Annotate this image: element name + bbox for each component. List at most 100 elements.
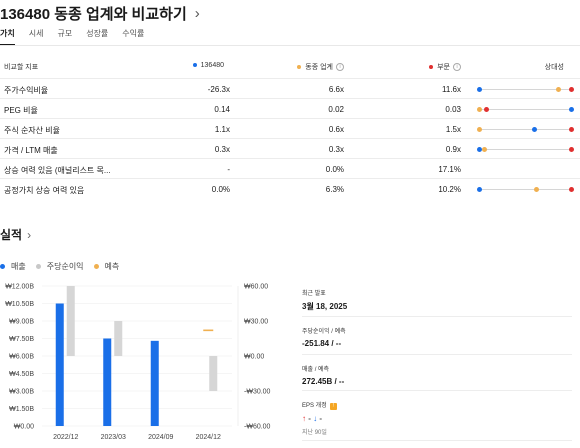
company-value: 0.0% [211, 185, 230, 194]
sector-value: 0.9x [445, 145, 461, 154]
sector-relative-dot [484, 107, 490, 112]
left-tick-label: ₩10.50B [5, 301, 34, 308]
peer-dot-icon [297, 65, 302, 70]
info-icon[interactable]: i [336, 63, 344, 72]
left-tick-label: ₩1.50B [9, 406, 34, 413]
metric-name: 주가수익비율 [4, 86, 49, 95]
info-icon[interactable]: i [453, 63, 461, 72]
table-row: 주가수익비율 -26.3x 6.6x 11.6x [0, 78, 580, 98]
eps-revision-period: 지난 90일 [302, 430, 327, 436]
header-sector-label: 부문 [437, 64, 450, 71]
peer-value: 6.3% [325, 185, 344, 194]
tab-profitability[interactable]: 수익률 [122, 29, 145, 38]
divider [302, 390, 572, 391]
eps-revision-label-row: EPS 개정! [302, 400, 572, 410]
chevron-right-icon[interactable]: › [27, 227, 32, 242]
relative-scale-line [479, 129, 571, 130]
company-dot-icon [192, 63, 197, 68]
company-relative-dot [477, 147, 482, 152]
performance-title-row[interactable]: 실적 › [0, 226, 31, 243]
earnings-chart: ₩12.00B ₩10.50B ₩9.00B ₩7.50B ₩6.00B ₩4.50B ₩3… [5, 284, 271, 442]
table-row: 상승 여력 있음 (애널리스트 목... - 0.0% 17.1% [0, 158, 580, 178]
sector-value: 10.2% [438, 185, 461, 194]
legend-revenue[interactable]: 매출 [0, 261, 26, 272]
performance-title: 실적 [0, 228, 23, 242]
header-company: 136480 [192, 62, 224, 69]
header-metric: 비교할 지표 [4, 64, 39, 71]
comparison-header: 비교할 지표 136480 동종 업계 i 부문 i 상대성 [0, 54, 580, 76]
eps-forecast-label: 주당순이익 / 예측 [302, 329, 346, 335]
left-tick-label: ₩9.00B [9, 319, 34, 326]
forecast-dot-icon [93, 264, 99, 269]
company-value: -26.3x [207, 85, 230, 94]
divider [302, 316, 572, 317]
sector-dot-icon [429, 65, 434, 70]
legend-eps[interactable]: 주당순이익 [35, 261, 84, 272]
metric-name: 가격 / LTM 매출 [4, 146, 58, 155]
eps-revision-up-count: - [308, 414, 311, 423]
company-value: 0.14 [214, 105, 230, 114]
right-tick-label: ₩0.00 [244, 354, 264, 361]
company-value: 0.3x [214, 145, 230, 154]
header-peer: 동종 업계 i [297, 62, 344, 72]
arrow-up-icon: ↑ [302, 414, 306, 423]
sector-relative-dot [569, 187, 574, 192]
right-tick-label: -₩60.00 [244, 424, 271, 431]
company-relative-dot [569, 107, 574, 112]
company-value: 1.1x [214, 125, 230, 134]
forecast-mark [203, 329, 214, 332]
header-company-label: 136480 [200, 62, 224, 69]
relative-scale-line [479, 149, 571, 150]
relative-scale-line [479, 89, 571, 90]
table-row: 가격 / LTM 매출 0.3x 0.3x 0.9x [0, 138, 580, 158]
sector-value: 1.5x [445, 125, 461, 134]
left-tick-label: ₩7.50B [9, 336, 34, 343]
company-value: - [227, 165, 230, 174]
eps-bar [209, 356, 218, 391]
tab-divider [0, 45, 580, 46]
tab-growth[interactable]: 성장률 [86, 29, 109, 38]
peer-relative-dot [481, 147, 487, 152]
legend-eps-label: 주당순이익 [46, 262, 84, 271]
header-sector: 부문 i [429, 62, 461, 72]
table-row: 공정가치 상승 여력 있음 0.0% 6.3% 10.2% [0, 178, 580, 198]
eps-revision: EPS 개정! ↑ - ↓ - 지난 90일 [302, 400, 572, 436]
eps-revision-label: EPS 개정 [302, 403, 327, 409]
sector-relative-dot [569, 147, 574, 152]
tab-size[interactable]: 규모 [57, 29, 73, 38]
eps-bar [114, 321, 123, 356]
revenue-bar [103, 338, 112, 426]
latest-report-value: 3월 18, 2025 [302, 302, 348, 311]
tab-value[interactable]: 가치 [0, 28, 15, 46]
page-title-row[interactable]: 136480 동종 업계와 비교하기 › [0, 2, 200, 24]
x-tick-label: 2024/09 [148, 434, 173, 441]
tab-bar: 가치 시세 규모 성장률 수익률 [0, 28, 158, 46]
latest-report: 최근 발표 3월 18, 2025 [302, 288, 572, 312]
eps-bar [66, 286, 75, 356]
right-tick-label: ₩60.00 [244, 284, 268, 291]
metric-name: PEG 비율 [4, 106, 38, 115]
divider [302, 440, 572, 441]
header-peer-label: 동종 업계 [305, 64, 333, 71]
warning-icon[interactable]: ! [329, 403, 337, 410]
sector-value: 0.03 [445, 105, 461, 114]
legend-forecast[interactable]: 예측 [93, 261, 119, 272]
eps-revision-arrows: ↑ - ↓ - [302, 414, 572, 423]
company-relative-dot [477, 87, 482, 92]
left-tick-label: ₩0.00 [14, 424, 34, 431]
tab-price[interactable]: 시세 [28, 29, 44, 38]
revenue-bar [55, 303, 64, 426]
revenue-dot-icon [0, 264, 5, 269]
revenue-forecast-value: 272.45B / -- [302, 377, 345, 386]
sector-value: 11.6x [442, 85, 461, 94]
peer-relative-dot [534, 187, 540, 192]
peer-value: 0.3x [328, 145, 344, 154]
peer-value: 0.02 [328, 105, 344, 114]
peer-relative-dot [556, 87, 562, 92]
metric-name: 주식 순자산 비율 [4, 126, 60, 135]
metric-name: 상승 여력 있음 (애널리스트 목... [4, 166, 111, 175]
eps-revision-down-count: - [319, 414, 323, 423]
chevron-right-icon[interactable]: › [194, 4, 200, 22]
sector-value: 17.1% [438, 165, 461, 174]
peer-relative-dot [477, 127, 482, 132]
